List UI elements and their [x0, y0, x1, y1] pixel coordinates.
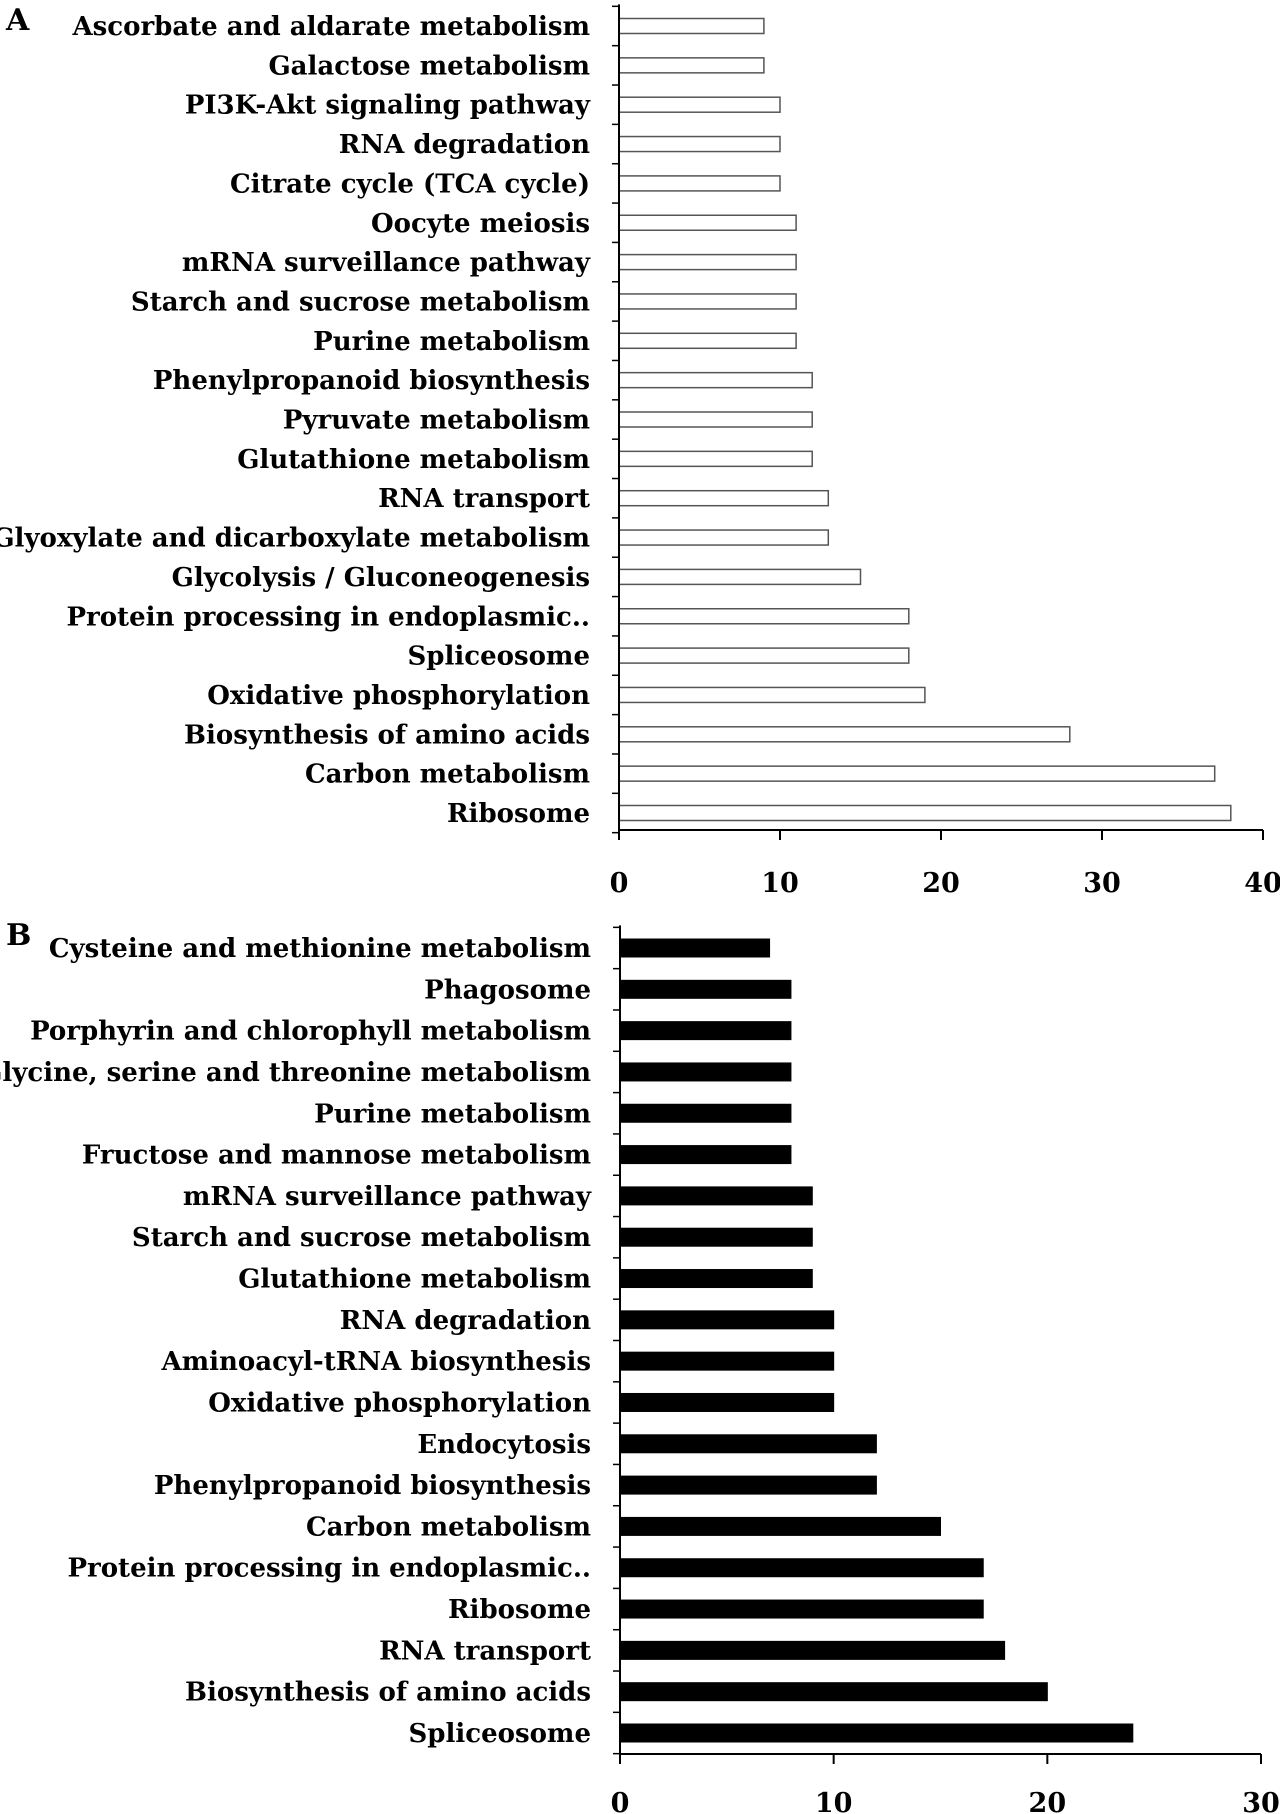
panel-a-category-label: Carbon metabolism — [305, 760, 590, 790]
panel-b-bar — [619, 1682, 1048, 1702]
panel-b-x-tick-label: 20 — [1029, 1788, 1067, 1814]
panel-b-bar — [619, 1723, 1134, 1743]
panel-b-category-label: Aminoacyl-tRNA biosynthesis — [160, 1347, 591, 1377]
panel-b-category-label: Carbon metabolism — [306, 1512, 591, 1542]
panel-b-category-label: Glutathione metabolism — [238, 1265, 591, 1295]
panel-a-bar — [618, 765, 1216, 782]
panel-b-category-label: Oxidative phosphorylation — [208, 1388, 591, 1418]
panel-a-category-label: Protein processing in endoplasmic.. — [66, 602, 590, 632]
panel-a-bar — [618, 214, 797, 231]
panel-b-bar — [619, 1351, 835, 1371]
panel-a-category-label: Ribosome — [447, 799, 590, 829]
panel-a-bar — [618, 175, 781, 192]
panel-a-category-label: Citrate cycle (TCA cycle) — [230, 169, 590, 199]
panel-a-category-label: Oocyte meiosis — [371, 209, 590, 239]
panel-a-bar — [618, 529, 830, 546]
panel-a-bar — [618, 96, 781, 113]
panel-b-category-label: Protein processing in endoplasmic.. — [67, 1554, 591, 1584]
panel-b-category-label: Spliceosome — [409, 1719, 591, 1749]
panel-b-bar — [619, 1392, 835, 1412]
panel-b-bar — [619, 938, 771, 958]
panel-a-bar — [618, 489, 830, 507]
panel-a-category-label: Galactose metabolism — [268, 51, 590, 81]
panel-b-category-label: Phagosome — [424, 975, 591, 1005]
panel-a-bar — [618, 135, 781, 153]
panel-a-category-label: Phenylpropanoid biosynthesis — [153, 366, 590, 396]
panel-a-chart: A Ascorbate and aldarate metabolism Galac… — [0, 3, 1280, 899]
panel-b-bar — [619, 1145, 792, 1165]
panel-a-bar — [618, 332, 797, 350]
panel-a-category-label: Glutathione metabolism — [237, 445, 590, 475]
panel-b-bar — [619, 1021, 792, 1041]
panel-b-bar — [619, 1475, 877, 1495]
panel-b-category-label: Starch and sucrose metabolism — [132, 1223, 591, 1253]
panel-b-category-label: Ribosome — [448, 1595, 591, 1625]
panel-b-bar — [619, 1227, 813, 1247]
panel-a-x-tick-label: 40 — [1244, 868, 1280, 899]
panel-a-bar — [618, 17, 765, 35]
panel-b-letter: B — [6, 918, 31, 953]
panel-a-category-label: Purine metabolism — [313, 327, 590, 357]
panel-a-bar — [618, 608, 910, 625]
panel-b-category-label: Purine metabolism — [314, 1099, 591, 1129]
panel-a-bar — [618, 450, 813, 468]
panel-b-category-label: Porphyrin and chlorophyll metabolism — [30, 1017, 591, 1047]
panel-a-category-label: RNA transport — [378, 484, 590, 514]
panel-a-bar — [618, 57, 765, 74]
panel-b-category-label: RNA transport — [379, 1636, 591, 1666]
panel-a-category-label: Pyruvate metabolism — [283, 406, 590, 436]
panel-a-bar — [618, 804, 1232, 822]
panel-b-bar — [619, 1434, 877, 1454]
panel-b-bar — [619, 979, 792, 999]
panel-b-category-label: Glycine, serine and threonine metabolism — [0, 1058, 591, 1088]
panel-a-category-label: Spliceosome — [408, 642, 590, 672]
panel-a-letter: A — [5, 3, 30, 38]
panel-b-bar — [619, 1062, 792, 1082]
panel-b-category-label: Cysteine and methionine metabolism — [49, 934, 591, 964]
panel-b-category-label: RNA degradation — [340, 1306, 591, 1336]
panel-a-category-label: Ascorbate and aldarate metabolism — [71, 12, 590, 42]
panel-a-bar — [618, 647, 910, 664]
panel-b-x-tick-label: 30 — [1242, 1788, 1280, 1814]
panel-b-bar — [619, 1516, 941, 1536]
panel-b-category-label: Fructose and mannose metabolism — [82, 1141, 591, 1171]
panel-a-category-label: RNA degradation — [339, 130, 590, 160]
panel-b-category-label: Endocytosis — [417, 1430, 591, 1460]
panel-b-bar — [619, 1269, 813, 1289]
panel-a-bar — [618, 568, 862, 586]
panel-a-category-label: PI3K-Akt signaling pathway — [185, 91, 591, 121]
panel-a-category-label: Starch and sucrose metabolism — [131, 287, 590, 317]
panel-b-x-tick-label: 10 — [815, 1788, 853, 1814]
panel-b-bar — [619, 1640, 1006, 1660]
panel-a-bar — [618, 686, 926, 704]
panel-a-category-label: Glyoxylate and dicarboxylate metabolism — [0, 524, 590, 554]
panel-a-bar — [618, 411, 813, 428]
panel-b-category-label: Biosynthesis of amino acids — [185, 1678, 591, 1708]
panel-b-bar — [619, 1186, 813, 1206]
panel-a-bar — [618, 253, 797, 271]
panel-a-bar — [618, 371, 813, 389]
panel-a-category-label: Oxidative phosphorylation — [207, 681, 590, 711]
panel-a-category-label: mRNA surveillance pathway — [182, 248, 591, 278]
panel-b-bar — [619, 1599, 984, 1619]
panel-a-x-tick-label: 10 — [761, 868, 799, 899]
panel-b-bar — [619, 1558, 984, 1578]
panel-b-bar — [619, 1103, 792, 1123]
panel-a-x-tick-label: 30 — [1083, 868, 1121, 899]
panel-b-chart: B Cysteine and methionine metabolism Phag… — [0, 918, 1280, 1814]
panel-a-bar — [618, 726, 1071, 743]
panel-a-category-label: Biosynthesis of amino acids — [184, 720, 590, 750]
panel-a-x-tick-label: 0 — [610, 868, 629, 899]
panel-b-category-label: mRNA surveillance pathway — [183, 1182, 592, 1212]
panel-a-category-label: Glycolysis / Gluconeogenesis — [172, 563, 590, 593]
panel-b-x-tick-label: 0 — [611, 1788, 630, 1814]
panel-b-bar — [619, 1310, 835, 1330]
panel-a-x-tick-label: 20 — [922, 868, 960, 899]
panel-b-category-label: Phenylpropanoid biosynthesis — [154, 1471, 591, 1501]
panel-a-bar — [618, 293, 797, 310]
